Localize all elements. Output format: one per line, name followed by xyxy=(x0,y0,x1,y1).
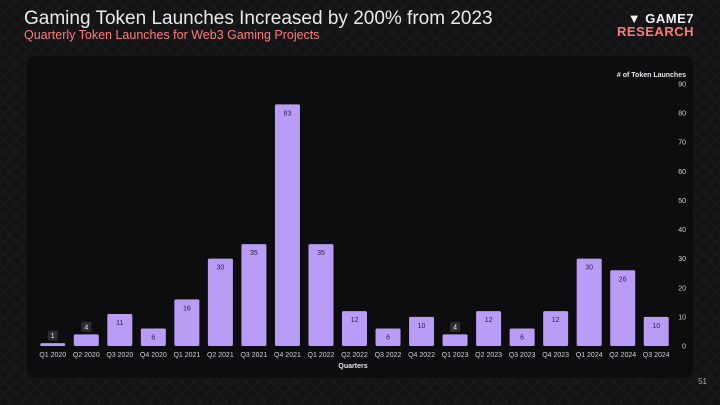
data-label: 12 xyxy=(552,317,560,324)
y-tick-label: 0 xyxy=(682,344,686,351)
data-label: 30 xyxy=(216,265,224,272)
data-label: 35 xyxy=(250,250,258,257)
data-label: 10 xyxy=(652,323,660,330)
y-tick-label: 50 xyxy=(678,198,686,205)
data-label-badge xyxy=(47,330,58,341)
y-axis: 0 10 20 30 40 50 60 70 80 90 xyxy=(678,82,686,351)
y-tick-label: 70 xyxy=(678,140,686,147)
x-tick-label: Q4 2021 xyxy=(274,352,301,359)
x-axis: Q1 2020 Q2 2020 Q3 2020 Q4 2020 Q1 2021 Q2 20… xyxy=(39,352,669,359)
page-number: 51 xyxy=(698,377,707,386)
y-tick-label: 90 xyxy=(678,82,686,89)
data-label: 4 xyxy=(453,324,457,331)
bar xyxy=(107,313,133,346)
data-label: 16 xyxy=(183,305,191,312)
y-tick-label: 10 xyxy=(678,314,686,321)
bar xyxy=(543,311,569,346)
x-tick-label: Q3 2024 xyxy=(643,352,670,359)
data-label: 35 xyxy=(317,250,325,257)
x-tick-label: Q3 2023 xyxy=(509,352,536,359)
data-label: 10 xyxy=(418,323,426,330)
data-label: 26 xyxy=(619,276,627,283)
bar xyxy=(375,328,401,346)
data-label: 83 xyxy=(284,110,292,117)
bar xyxy=(274,104,300,346)
x-tick-label: Q4 2023 xyxy=(542,352,569,359)
x-tick-label: Q2 2021 xyxy=(207,352,234,359)
game7-research-logo: ▼ GAME7 RESEARCH xyxy=(617,12,694,38)
bar xyxy=(509,328,535,346)
page-title: Gaming Token Launches Increased by 200% … xyxy=(24,8,493,29)
bar xyxy=(442,334,468,346)
y-axis-title: # of Token Launches xyxy=(617,72,686,79)
data-label: 6 xyxy=(151,335,155,342)
x-tick-label: Q3 2021 xyxy=(240,352,267,359)
logo-text-game7: GAME7 xyxy=(645,11,694,26)
bar xyxy=(476,311,502,346)
x-tick-label: Q3 2020 xyxy=(106,352,133,359)
x-tick-label: Q2 2024 xyxy=(609,352,636,359)
data-label-badge xyxy=(81,321,92,332)
x-tick-label: Q2 2022 xyxy=(341,352,368,359)
data-label: 30 xyxy=(585,265,593,272)
x-tick-label: Q1 2021 xyxy=(173,352,200,359)
page-subtitle: Quarterly Token Launches for Web3 Gaming… xyxy=(24,28,320,42)
data-label-badge xyxy=(450,321,461,332)
x-tick-label: Q2 2020 xyxy=(73,352,100,359)
x-axis-title: Quarters xyxy=(338,363,367,370)
y-tick-label: 20 xyxy=(678,285,686,292)
bar xyxy=(342,311,367,346)
bar xyxy=(207,258,233,346)
bar xyxy=(241,244,267,346)
bar xyxy=(73,334,99,346)
x-tick-label: Q2 2023 xyxy=(475,352,502,359)
logo-line-1: ▼ GAME7 xyxy=(617,12,694,25)
bar xyxy=(174,299,200,346)
x-tick-label: Q1 2024 xyxy=(576,352,603,359)
y-tick-label: 60 xyxy=(678,169,686,176)
x-tick-label: Q4 2022 xyxy=(408,352,435,359)
bars-group: 1 4 11 6 16 30 35 83 35 12 6 10 4 12 6 12 30 26 10 xyxy=(40,104,669,346)
x-tick-label: Q1 2022 xyxy=(308,352,335,359)
data-label: 4 xyxy=(84,324,88,331)
y-tick-label: 80 xyxy=(678,111,686,118)
data-label: 1 xyxy=(51,333,55,340)
x-tick-label: Q1 2020 xyxy=(39,352,66,359)
logo-mark-icon: ▼ xyxy=(627,11,642,26)
bar xyxy=(610,270,636,346)
data-label: 11 xyxy=(116,320,123,327)
bar xyxy=(576,258,602,346)
logo-line-2: RESEARCH xyxy=(617,24,694,39)
x-tick-label: Q4 2020 xyxy=(140,352,167,359)
bar xyxy=(409,316,435,346)
bar xyxy=(643,316,669,346)
bar xyxy=(40,343,66,346)
bar xyxy=(140,328,166,346)
data-label: 12 xyxy=(485,317,493,324)
data-label: 6 xyxy=(520,335,524,342)
bar xyxy=(308,244,334,346)
data-label: 12 xyxy=(351,317,359,324)
y-tick-label: 40 xyxy=(678,227,686,234)
data-label: 6 xyxy=(386,335,390,342)
x-tick-label: Q3 2022 xyxy=(375,352,402,359)
x-tick-label: Q1 2023 xyxy=(442,352,469,359)
y-tick-label: 30 xyxy=(678,256,686,263)
